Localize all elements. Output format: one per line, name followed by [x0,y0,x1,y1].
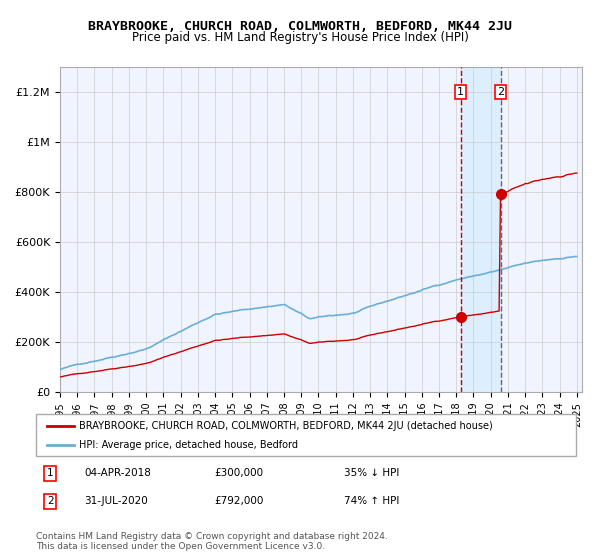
Text: 1: 1 [457,87,464,97]
Text: £300,000: £300,000 [214,468,263,478]
Text: BRAYBROOKE, CHURCH ROAD, COLMWORTH, BEDFORD, MK44 2JU (detached house): BRAYBROOKE, CHURCH ROAD, COLMWORTH, BEDF… [79,421,493,431]
Text: Price paid vs. HM Land Registry's House Price Index (HPI): Price paid vs. HM Land Registry's House … [131,31,469,44]
Text: BRAYBROOKE, CHURCH ROAD, COLMWORTH, BEDFORD, MK44 2JU: BRAYBROOKE, CHURCH ROAD, COLMWORTH, BEDF… [88,20,512,32]
Text: 74% ↑ HPI: 74% ↑ HPI [344,496,399,506]
Text: £792,000: £792,000 [214,496,263,506]
Text: 2: 2 [497,87,504,97]
FancyBboxPatch shape [36,414,576,456]
Text: 35% ↓ HPI: 35% ↓ HPI [344,468,399,478]
Text: 2: 2 [47,496,53,506]
Text: 1: 1 [47,468,53,478]
Text: 31-JUL-2020: 31-JUL-2020 [85,496,148,506]
Bar [461,67,500,392]
Text: 04-APR-2018: 04-APR-2018 [85,468,151,478]
Text: Contains HM Land Registry data © Crown copyright and database right 2024.
This d: Contains HM Land Registry data © Crown c… [36,532,388,552]
Text: HPI: Average price, detached house, Bedford: HPI: Average price, detached house, Bedf… [79,440,298,450]
